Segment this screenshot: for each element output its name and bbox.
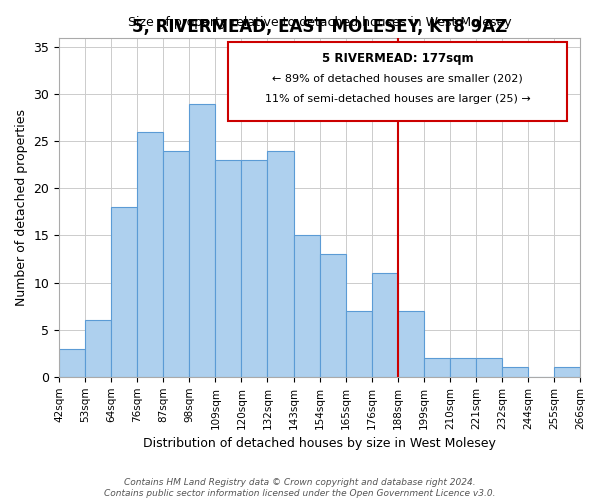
Bar xyxy=(424,358,450,377)
Bar xyxy=(320,254,346,377)
Bar xyxy=(163,150,190,377)
Bar xyxy=(554,368,580,377)
Title: 5, RIVERMEAD, EAST MOLESEY, KT8 9AZ: 5, RIVERMEAD, EAST MOLESEY, KT8 9AZ xyxy=(132,18,507,36)
Y-axis label: Number of detached properties: Number of detached properties xyxy=(15,108,28,306)
Bar xyxy=(346,311,371,377)
Bar xyxy=(229,42,567,120)
Text: 5 RIVERMEAD: 177sqm: 5 RIVERMEAD: 177sqm xyxy=(322,52,473,65)
Bar xyxy=(111,207,137,377)
Text: ← 89% of detached houses are smaller (202): ← 89% of detached houses are smaller (20… xyxy=(272,74,523,84)
Bar xyxy=(215,160,241,377)
Bar xyxy=(190,104,215,377)
Bar xyxy=(398,311,424,377)
Bar xyxy=(59,348,85,377)
Text: Contains HM Land Registry data © Crown copyright and database right 2024.
Contai: Contains HM Land Registry data © Crown c… xyxy=(104,478,496,498)
Bar xyxy=(268,150,293,377)
Bar xyxy=(85,320,111,377)
Bar xyxy=(137,132,163,377)
Bar xyxy=(241,160,268,377)
Bar xyxy=(450,358,476,377)
Text: Size of property relative to detached houses in West Molesey: Size of property relative to detached ho… xyxy=(128,16,511,29)
Bar xyxy=(293,236,320,377)
Bar xyxy=(371,273,398,377)
X-axis label: Distribution of detached houses by size in West Molesey: Distribution of detached houses by size … xyxy=(143,437,496,450)
Bar xyxy=(476,358,502,377)
Bar xyxy=(502,368,528,377)
Text: 11% of semi-detached houses are larger (25) →: 11% of semi-detached houses are larger (… xyxy=(265,94,530,104)
